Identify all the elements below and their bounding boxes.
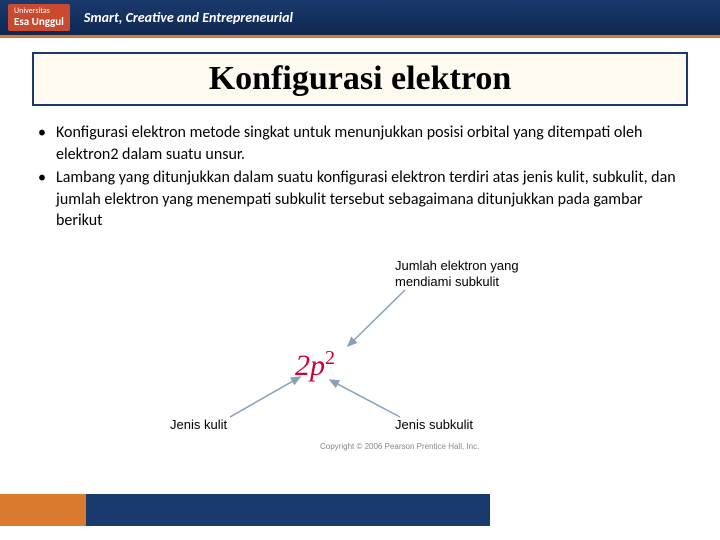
logo: Universitas Esa Unggul — [8, 4, 70, 31]
content: Konfigurasi elektron metode singkat untu… — [0, 116, 720, 452]
bullet-item: Konfigurasi elektron metode singkat untu… — [34, 122, 686, 165]
footer-accent-orange — [0, 494, 86, 526]
footer-bar — [0, 494, 720, 526]
notation-diagram: 2p2 Jumlah elektron yang mendiami subkul… — [150, 252, 570, 452]
notation-shell: 2 — [295, 349, 310, 382]
label-electron-count: Jumlah elektron yang mendiami subkulit — [395, 258, 555, 289]
footer-accent-white — [490, 494, 720, 526]
diagram-copyright: Copyright © 2006 Pearson Prentice Hall, … — [320, 442, 479, 451]
logo-name: Esa Unggul — [14, 15, 64, 28]
footer-accent-navy — [86, 494, 489, 526]
title-frame: Konfigurasi elektron — [32, 52, 688, 106]
notation-superscript: 2 — [325, 347, 335, 369]
tagline: Smart, Creative and Entrepreneurial — [84, 9, 293, 26]
bullet-item: Lambang yang ditunjukkan dalam suatu kon… — [34, 167, 686, 232]
electron-notation: 2p2 — [295, 347, 335, 383]
page-title: Konfigurasi elektron — [34, 60, 686, 98]
label-shell-type: Jenis kulit — [170, 417, 227, 433]
label-subshell-type: Jenis subkulit — [395, 417, 473, 433]
notation-subshell: p — [310, 349, 325, 382]
header-bar: Universitas Esa Unggul Smart, Creative a… — [0, 0, 720, 38]
bullet-list: Konfigurasi elektron metode singkat untu… — [34, 122, 686, 232]
